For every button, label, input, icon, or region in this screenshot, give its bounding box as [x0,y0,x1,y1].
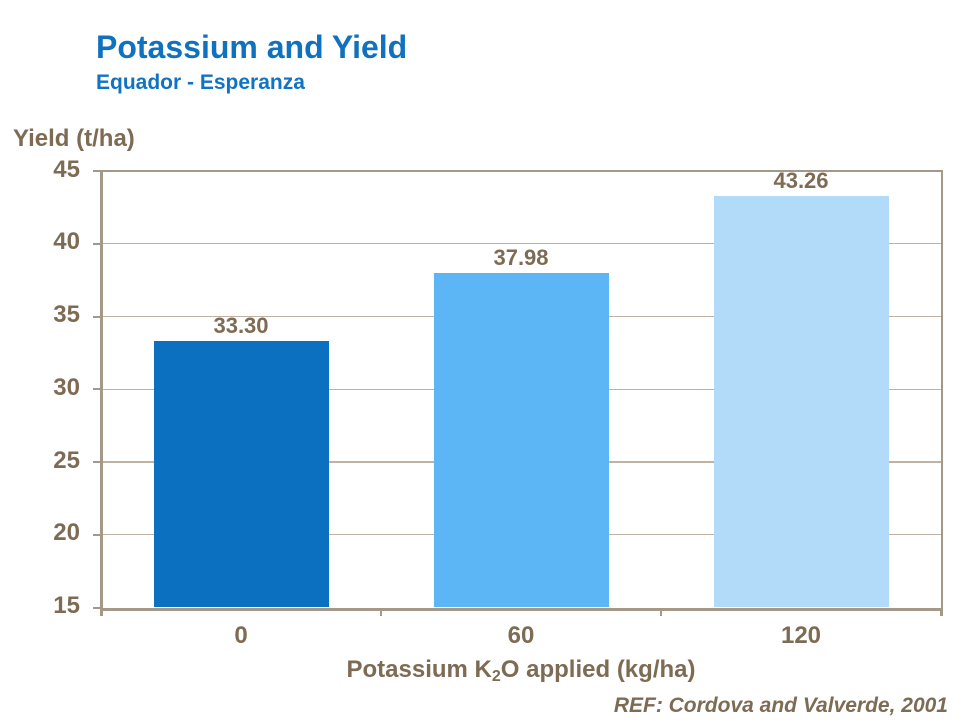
y-tick-mark-45 [93,170,100,172]
chart-title: Potassium and Yield [96,29,408,65]
gridline-40 [102,243,941,245]
y-tick-mark-40 [93,242,100,245]
x-axis-title-post: O applied (kg/ha) [500,655,696,683]
y-tick-label-15: 15 [53,592,80,619]
x-axis-line [99,607,943,611]
y-tick-mark-35 [93,315,100,318]
plot-border-right [940,170,943,616]
y-tick-mark-30 [93,388,100,391]
x-tick-label-0: 0 [234,622,248,649]
y-tick-label-30: 30 [53,373,80,401]
x-tick-label-60: 60 [507,622,535,649]
y-tick-mark-20 [93,533,100,536]
bar-60 [433,273,609,608]
bar-0 [153,341,329,608]
bar-value-label-60: 37.98 [493,245,549,271]
y-tick-label-20: 20 [53,519,80,547]
bar-120 [713,196,889,608]
y-tick-label-45: 45 [53,155,80,183]
chart-subtitle: Equador - Esperanza [96,71,305,94]
y-tick-mark-15 [93,606,100,609]
y-axis-title: Yield (t/ha) [13,125,135,152]
y-tick-label-35: 35 [53,301,80,328]
y-tick-label-40: 40 [53,228,80,256]
y-tick-mark-25 [93,461,100,463]
y-tick-label-25: 25 [53,446,80,474]
bar-value-label-120: 43.26 [773,168,829,194]
x-boundary-tick-1 [379,607,383,616]
x-axis-title: Potassium K2O applied (kg/ha) [101,655,941,685]
x-tick-label-120: 120 [780,622,822,649]
x-axis-title-pre: Potassium K [346,655,492,683]
reference-text: REF: Cordova and Valverde, 2001 [613,694,948,717]
x-boundary-tick-2 [659,607,663,616]
plot-border-top [99,170,943,172]
bar-value-label-0: 33.30 [213,313,269,339]
y-axis-line [99,170,103,616]
x-axis-title-subscript: 2 [491,667,501,685]
